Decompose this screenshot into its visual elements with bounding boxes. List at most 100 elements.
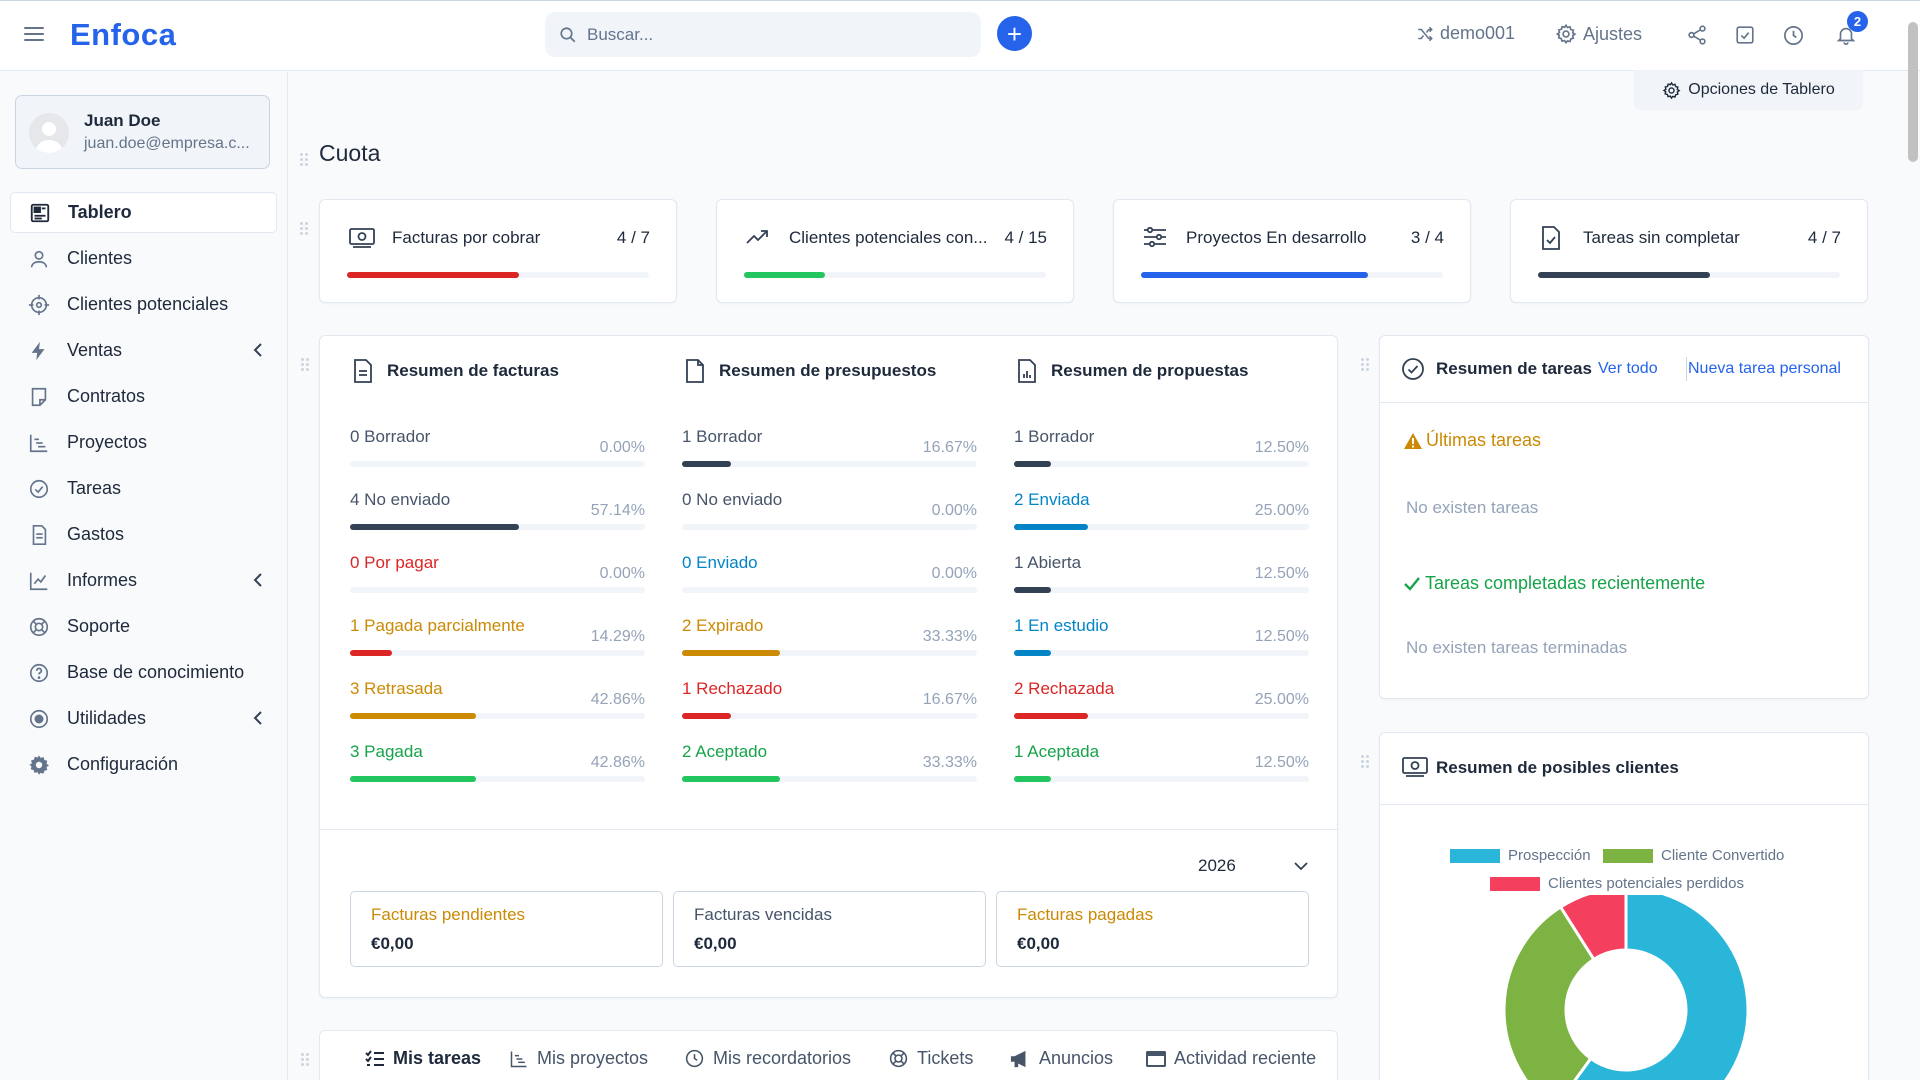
tab-tickets[interactable]: Tickets [888, 1048, 973, 1069]
switch-user-label: demo001 [1440, 23, 1516, 43]
search-bar[interactable] [545, 12, 981, 57]
quota-title: Cuota [319, 140, 381, 166]
stat-progress-fill [682, 461, 732, 467]
proposals-summary-title: Resumen de propuestas [1016, 358, 1248, 384]
summary-stat-row[interactable]: 1 En estudio 12.50% [1014, 616, 1309, 666]
checkbox-icon[interactable] [1734, 24, 1756, 46]
settings-button[interactable]: Ajustes [1555, 23, 1642, 45]
drag-handle-icon[interactable] [301, 358, 311, 373]
gear-icon [1662, 81, 1681, 99]
quota-card-leads[interactable]: Clientes potenciales con... 4 / 15 [716, 199, 1074, 303]
sidebar-item-clientes[interactable]: Clientes [10, 238, 277, 279]
stat-progress-fill [1014, 461, 1051, 467]
quota-card-invoices[interactable]: Facturas por cobrar 4 / 7 [319, 199, 677, 303]
divider [1686, 357, 1687, 381]
summary-stat-row[interactable]: 3 Retrasada 42.86% [350, 679, 645, 729]
donut-slice[interactable] [1558, 895, 1628, 962]
sidebar-item-informes[interactable]: Informes [10, 560, 277, 601]
sidebar-item-proyectos[interactable]: Proyectos [10, 422, 277, 463]
stat-percent: 33.33% [922, 754, 977, 771]
summary-stat-row[interactable]: 2 Rechazada 25.00% [1014, 679, 1309, 729]
sidebar-item-gastos[interactable]: Gastos [10, 514, 277, 555]
sidebar-item-utilidades[interactable]: Utilidades [10, 698, 277, 739]
quota-card-tasks[interactable]: Tareas sin completar 4 / 7 [1510, 199, 1868, 303]
tab-mis-proyectos[interactable]: Mis proyectos [509, 1048, 648, 1069]
sidebar-item-soporte[interactable]: Soporte [10, 606, 277, 647]
sidebar-item-clientes-potenciales[interactable]: Clientes potenciales [10, 284, 277, 325]
dashboard-options-label: Opciones de Tablero [1688, 81, 1835, 98]
user-email: juan.doe@empresa.c... [84, 135, 250, 152]
new-personal-task-link[interactable]: Nueva tarea personal [1688, 360, 1841, 377]
share-icon[interactable] [1686, 24, 1708, 46]
lifebuoy-icon [889, 1049, 908, 1068]
clock-icon[interactable] [1782, 24, 1805, 47]
chart-steps-icon [510, 1051, 527, 1067]
search-input[interactable] [587, 24, 947, 45]
drag-handle-icon[interactable] [301, 1053, 311, 1068]
quick-create-button[interactable]: + [997, 16, 1032, 51]
dashboard-options-button[interactable]: Opciones de Tablero [1634, 70, 1863, 110]
drag-handle-icon[interactable] [300, 153, 310, 168]
summary-stat-row[interactable]: 0 Borrador 0.00% [350, 427, 645, 477]
tab-anuncios[interactable]: Anuncios [1009, 1048, 1113, 1069]
scrollbar-thumb[interactable] [1908, 22, 1918, 162]
stat-progress-bar [682, 650, 977, 656]
settings-label: Ajustes [1583, 23, 1643, 44]
year-select[interactable]: 2026 [1198, 856, 1236, 875]
invoice-total-pending[interactable]: Facturas pendientes €0,00 [350, 891, 663, 967]
summary-stat-row[interactable]: 1 Borrador 16.67% [682, 427, 977, 477]
stat-progress-bar [682, 713, 977, 719]
summary-stat-row[interactable]: 1 Pagada parcialmente 14.29% [350, 616, 645, 666]
summary-stat-row[interactable]: 1 Rechazado 16.67% [682, 679, 977, 729]
donut-slice[interactable] [1502, 904, 1596, 1080]
switch-user-button[interactable]: demo001 [1416, 23, 1515, 44]
sidebar-item-base-de-conocimiento[interactable]: Base de conocimiento [10, 652, 277, 693]
tab-actividad-reciente[interactable]: Actividad reciente [1146, 1048, 1316, 1069]
document-icon [354, 359, 372, 383]
bell-icon[interactable] [1835, 24, 1857, 46]
tab-mis-tareas[interactable]: Mis tareas [365, 1048, 481, 1069]
drag-handle-icon[interactable] [1361, 358, 1371, 373]
summary-stat-row[interactable]: 2 Expirado 33.33% [682, 616, 977, 666]
summary-stat-row[interactable]: 2 Aceptado 33.33% [682, 742, 977, 792]
summary-stat-row[interactable]: 0 Por pagar 0.00% [350, 553, 645, 603]
sidebar-item-tareas[interactable]: Tareas [10, 468, 277, 509]
tab-mis-recordatorios[interactable]: Mis recordatorios [684, 1048, 851, 1069]
stat-label: 1 En estudio [1014, 616, 1109, 635]
sidebar-item-tablero[interactable]: Tablero [10, 192, 277, 233]
legend-item[interactable]: Cliente Convertido [1603, 847, 1784, 864]
summary-stat-row[interactable]: 1 Aceptada 12.50% [1014, 742, 1309, 792]
app-logo[interactable]: Enfoca [70, 17, 177, 52]
sidebar: Juan Doe juan.doe@empresa.c... Tablero C… [0, 72, 288, 1080]
page-scrollbar[interactable] [1906, 20, 1920, 1080]
summary-stat-row[interactable]: 1 Borrador 12.50% [1014, 427, 1309, 477]
stat-progress-bar [1014, 650, 1309, 656]
chevron-down-icon[interactable] [1294, 862, 1308, 871]
summary-stat-row[interactable]: 4 No enviado 57.14% [350, 490, 645, 540]
drag-handle-icon[interactable] [1361, 755, 1371, 770]
summary-stat-row[interactable]: 0 Enviado 0.00% [682, 553, 977, 603]
legend-item[interactable]: Clientes potenciales perdidos [1490, 875, 1744, 892]
summary-stat-row[interactable]: 0 No enviado 0.00% [682, 490, 977, 540]
sidebar-item-ventas[interactable]: Ventas [10, 330, 277, 371]
summary-stat-row[interactable]: 3 Pagada 42.86% [350, 742, 645, 792]
summary-stat-row[interactable]: 1 Abierta 12.50% [1014, 553, 1309, 603]
stat-percent: 14.29% [590, 628, 645, 645]
chevron-left-icon [253, 711, 262, 725]
stat-progress-bar [1014, 587, 1309, 593]
stat-label: 2 Rechazada [1014, 679, 1115, 698]
user-card[interactable]: Juan Doe juan.doe@empresa.c... [15, 95, 270, 169]
invoice-total-paid[interactable]: Facturas pagadas €0,00 [996, 891, 1309, 967]
invoice-total-overdue[interactable]: Facturas vencidas €0,00 [673, 891, 986, 967]
donut-slice[interactable] [1554, 895, 1750, 1080]
summary-stat-row[interactable]: 2 Enviada 25.00% [1014, 490, 1309, 540]
stat-percent: 42.86% [590, 691, 645, 708]
quota-card-projects[interactable]: Proyectos En desarrollo 3 / 4 [1113, 199, 1471, 303]
drag-handle-icon[interactable] [300, 222, 310, 237]
sidebar-item-contratos[interactable]: Contratos [10, 376, 277, 417]
view-all-link[interactable]: Ver todo [1598, 360, 1658, 377]
menu-toggle-icon[interactable] [24, 27, 44, 43]
legend-item[interactable]: Prospección [1450, 847, 1591, 864]
quota-progress-bar [1538, 272, 1840, 278]
sidebar-item-configuracion[interactable]: Configuración [10, 744, 277, 785]
